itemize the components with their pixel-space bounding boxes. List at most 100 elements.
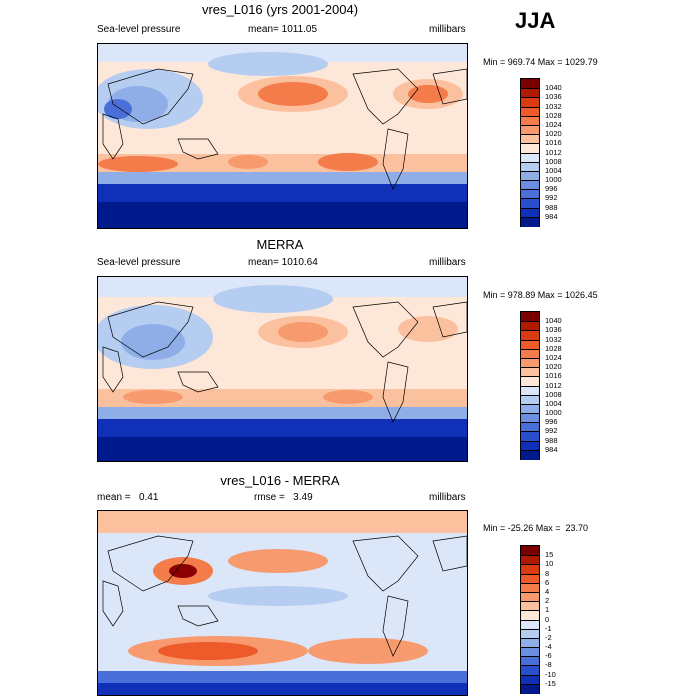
colorbar-swatch	[521, 97, 539, 108]
panel-1-minmax: Min = 969.74 Max = 1029.79	[483, 57, 598, 67]
colorbar-label: 1024	[545, 119, 562, 129]
colorbar-swatch	[521, 394, 539, 405]
colorbar-label: 0	[545, 614, 550, 624]
colorbar-label: -8	[545, 660, 552, 670]
colorbar-label: 1016	[545, 138, 562, 148]
colorbar-swatch	[521, 357, 539, 369]
colorbar-label: 988	[545, 202, 558, 212]
colorbar-label: 1012	[545, 380, 562, 390]
colorbar-swatch	[521, 207, 539, 218]
colorbar-label: -2	[545, 632, 552, 642]
colorbar-swatch	[521, 674, 539, 685]
colorbar-label: 1028	[545, 343, 562, 353]
colorbar-swatch	[521, 413, 539, 424]
colorbar-swatch	[521, 619, 539, 630]
colorbar-swatch	[521, 339, 539, 350]
colorbar-swatch	[521, 189, 539, 200]
panel-3-map	[97, 510, 468, 696]
colorbar-swatch	[521, 321, 539, 332]
colorbar-swatch	[521, 683, 539, 694]
colorbar-label: 2	[545, 596, 550, 606]
panel-2-left-label: Sea-level pressure	[97, 257, 181, 268]
colorbar-label: 992	[545, 193, 558, 203]
season-label: JJA	[515, 8, 556, 33]
colorbar-swatch	[521, 546, 539, 556]
colorbar-swatch	[521, 367, 539, 378]
colorbar-label: 10	[545, 559, 554, 569]
panel-3-mean-label: mean = 0.41	[97, 492, 159, 503]
colorbar-swatch	[521, 385, 539, 396]
colorbar-swatch	[521, 403, 539, 415]
colorbar-label: 1	[545, 605, 550, 615]
colorbar-label: -4	[545, 642, 552, 652]
colorbar-swatch	[521, 582, 539, 593]
colorbar-swatch	[521, 216, 539, 227]
colorbar-label: 1032	[545, 101, 562, 111]
colorbar-label: 8	[545, 568, 550, 578]
colorbar-label: 1020	[545, 129, 562, 139]
colorbar-swatch	[521, 601, 539, 612]
colorbar-label: 1036	[545, 92, 562, 102]
panel-3-rmse-label: rmse = 3.49	[254, 492, 313, 503]
colorbar-swatch	[521, 79, 539, 89]
panel-1-title: vres_L016 (yrs 2001-2004)	[201, 2, 359, 17]
colorbar-swatch	[521, 656, 539, 667]
colorbar-label: 984	[545, 211, 558, 221]
colorbar-swatch	[521, 422, 539, 433]
colorbar-label: 1020	[545, 362, 562, 372]
colorbar-swatch	[521, 152, 539, 163]
colorbar-swatch	[521, 124, 539, 136]
panel-2-mean-label: mean= 1010.64	[248, 257, 318, 268]
colorbar-label: 1004	[545, 165, 562, 175]
panel-3-title: vres_L016 - MERRA	[220, 473, 340, 488]
colorbar-swatch	[521, 637, 539, 649]
colorbar-label: 6	[545, 577, 550, 587]
colorbar-label: 1016	[545, 371, 562, 381]
colorbar-swatch	[521, 180, 539, 191]
colorbar-label: -10	[545, 669, 556, 679]
panel-2-colorbar: 1040 1036 1032 1028 1024 1020 1016 1012 1008 1004…	[520, 311, 562, 460]
panel-1-left-label: Sea-level pressure	[97, 24, 181, 35]
panel-1-map	[97, 43, 468, 229]
colorbar-swatch	[521, 431, 539, 442]
panel-2-units-label: millibars	[429, 257, 466, 268]
colorbar-swatch	[521, 312, 539, 322]
panel-2-title: MERRA	[256, 237, 304, 252]
colorbar-label: 1000	[545, 175, 562, 185]
colorbar-label: 4	[545, 586, 550, 596]
colorbar-label: 1024	[545, 352, 562, 362]
colorbar-label: -1	[545, 623, 552, 633]
colorbar-swatch	[521, 106, 539, 117]
panel-3-units-label: millibars	[429, 492, 466, 503]
colorbar-swatch	[521, 143, 539, 154]
panel-3-colorbar: 15 10 8 6 4 2 1 0 -1 -2 -4 -6 -8 -10 -15	[520, 545, 556, 694]
colorbar-swatch	[521, 591, 539, 603]
panel-3-minmax: Min = -25.26 Max = 23.70	[483, 523, 589, 533]
panel-1-mean-label: mean= 1011.05	[248, 24, 318, 35]
colorbar-label: -6	[545, 651, 552, 661]
colorbar-label: 1012	[545, 147, 562, 157]
colorbar-label: 996	[545, 184, 558, 194]
colorbar-swatch	[521, 330, 539, 341]
colorbar-swatch	[521, 440, 539, 451]
panel-1-units-label: millibars	[429, 24, 466, 35]
colorbar-label: 996	[545, 417, 558, 427]
colorbar-label: 984	[545, 444, 558, 454]
colorbar-label: 1040	[545, 316, 562, 326]
colorbar-label: 988	[545, 435, 558, 445]
colorbar-label: 1032	[545, 334, 562, 344]
colorbar-swatch	[521, 376, 539, 387]
colorbar-label: 1040	[545, 83, 562, 93]
colorbar-swatch	[521, 573, 539, 584]
colorbar-label: 1004	[545, 398, 562, 408]
colorbar-swatch	[521, 628, 539, 639]
colorbar-swatch	[521, 348, 539, 359]
colorbar-label: -15	[545, 678, 556, 688]
colorbar-swatch	[521, 449, 539, 460]
colorbar-swatch	[521, 564, 539, 575]
colorbar-swatch	[521, 88, 539, 99]
colorbar-swatch	[521, 134, 539, 145]
colorbar-swatch	[521, 647, 539, 658]
colorbar-swatch	[521, 610, 539, 621]
colorbar-swatch	[521, 198, 539, 209]
